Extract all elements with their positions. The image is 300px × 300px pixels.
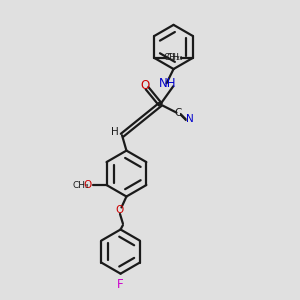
Text: C: C (175, 108, 182, 118)
Text: CH₃: CH₃ (73, 181, 89, 190)
Text: CH₃: CH₃ (167, 53, 183, 62)
Text: N: N (186, 114, 193, 124)
Text: F: F (117, 278, 124, 291)
Text: O: O (84, 180, 92, 190)
Text: NH: NH (159, 77, 177, 90)
Text: O: O (116, 205, 124, 215)
Text: O: O (141, 79, 150, 92)
Text: H: H (111, 127, 119, 137)
Text: CH₃: CH₃ (164, 53, 181, 62)
